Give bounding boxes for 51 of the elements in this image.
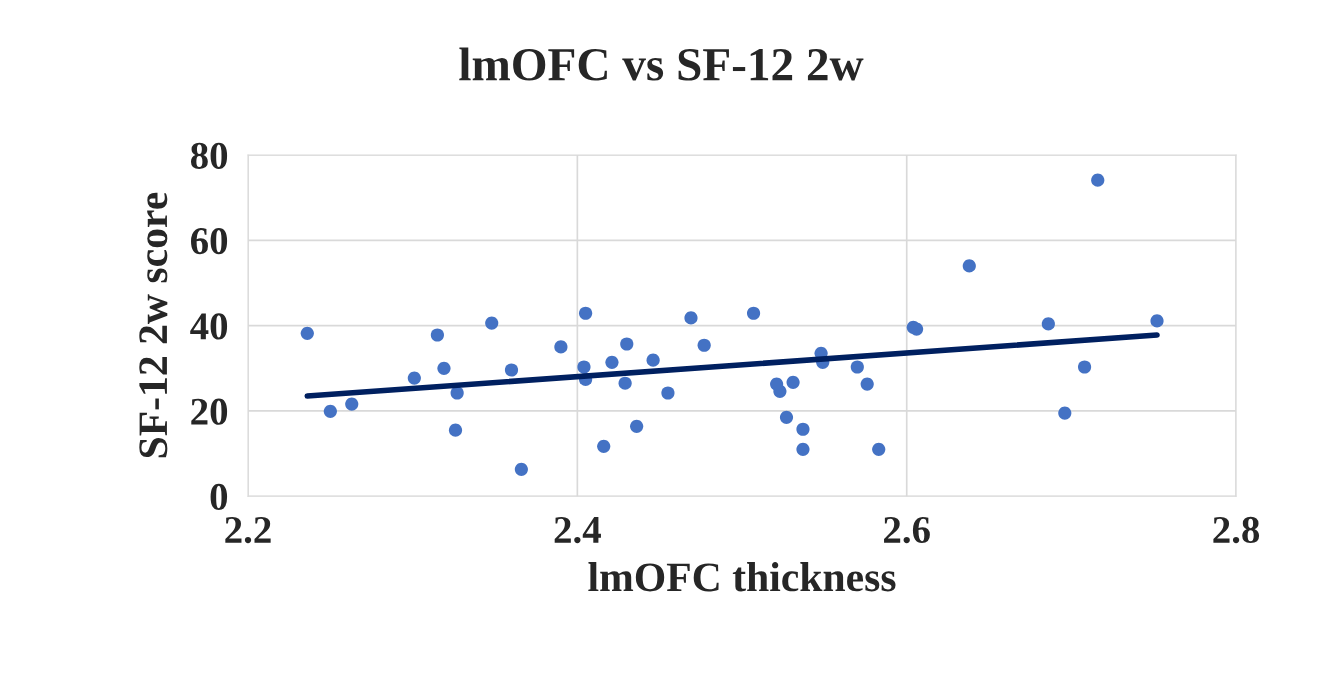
- point: [1091, 173, 1105, 187]
- x-tick-label: 2.8: [1213, 516, 1260, 544]
- point: [786, 375, 800, 389]
- point: [630, 419, 644, 433]
- point: [796, 422, 810, 436]
- point: [577, 360, 591, 374]
- y-tick-label: 80: [190, 142, 228, 169]
- point: [1150, 314, 1164, 328]
- point: [962, 259, 976, 273]
- y-tick-label: 0: [210, 483, 228, 511]
- point: [661, 386, 675, 400]
- x-tick-label: 2.6: [884, 516, 930, 544]
- point: [796, 442, 810, 456]
- point: [618, 376, 632, 390]
- point: [485, 316, 499, 330]
- point: [1041, 317, 1055, 331]
- point: [1077, 360, 1092, 374]
- point: [300, 326, 314, 340]
- y-tick-label: 60: [191, 227, 228, 255]
- point: [620, 337, 634, 351]
- point: [448, 423, 463, 437]
- y-tick-label: 20: [191, 398, 228, 425]
- point: [910, 322, 924, 336]
- point: [850, 360, 864, 374]
- x-axis-title: lmOFC thickness: [588, 562, 896, 592]
- point: [437, 361, 451, 375]
- point: [504, 363, 519, 377]
- point: [345, 397, 359, 411]
- point: [697, 338, 711, 352]
- point: [579, 306, 593, 320]
- x-tick-label: 2.4: [554, 516, 601, 544]
- point: [779, 410, 794, 424]
- point: [597, 439, 611, 453]
- point: [1058, 406, 1072, 420]
- point: [684, 311, 698, 325]
- point: [554, 340, 568, 354]
- point: [407, 371, 421, 385]
- point: [605, 355, 619, 369]
- point: [514, 462, 528, 476]
- point: [450, 386, 464, 400]
- point: [323, 404, 337, 418]
- y-tick-label: 40: [190, 313, 228, 340]
- point: [872, 442, 886, 456]
- point: [646, 353, 660, 367]
- point: [860, 377, 874, 391]
- y-axis-title: SF-12 2w score: [139, 192, 168, 458]
- x-tick-label: 2.2: [225, 516, 271, 544]
- chart-title: lmOFC vs SF-12 2w: [459, 47, 864, 81]
- point: [430, 328, 444, 342]
- point: [773, 384, 787, 398]
- point: [746, 306, 761, 320]
